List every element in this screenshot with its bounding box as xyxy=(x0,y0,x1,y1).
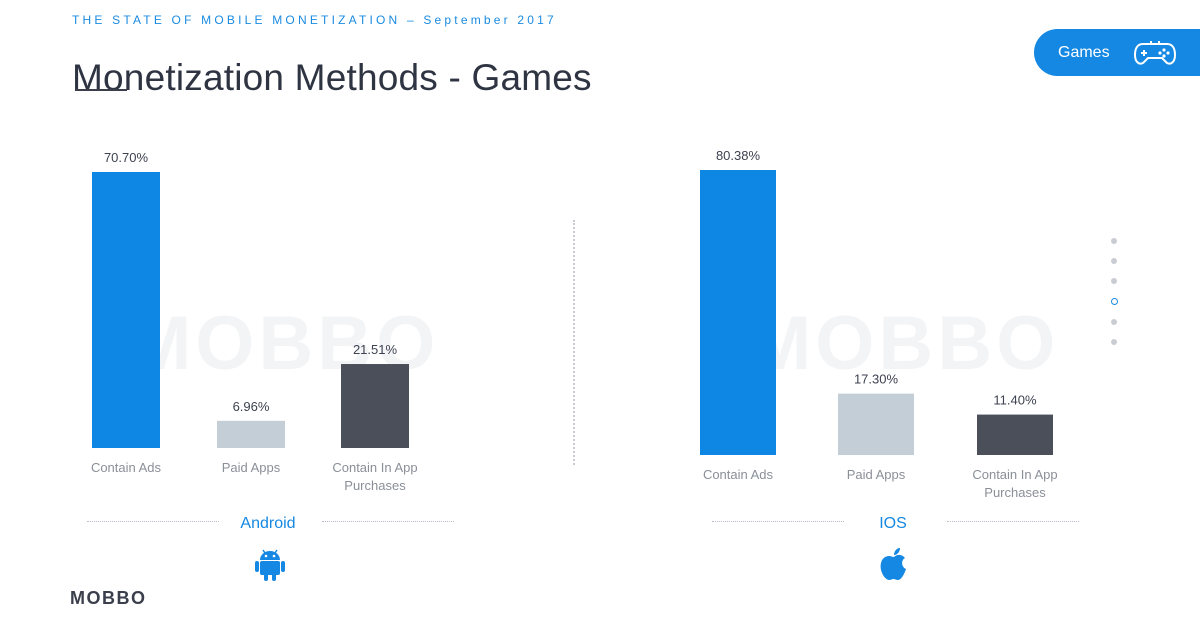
center-divider xyxy=(573,220,575,465)
slide-dot[interactable] xyxy=(1111,238,1117,244)
android-value-label-paid: 6.96% xyxy=(233,399,270,414)
gamepad-icon xyxy=(1133,39,1177,72)
apple-icon xyxy=(878,546,910,587)
report-kicker: THE STATE OF MOBILE MONETIZATION – Septe… xyxy=(72,13,557,27)
footer-logo: MOBBO xyxy=(70,588,147,608)
slide-dot[interactable] xyxy=(1111,258,1117,264)
ios-category-label-iap: Contain In App Purchases xyxy=(972,467,1057,500)
slide-dot[interactable] xyxy=(1111,298,1118,305)
slide-dot-nav xyxy=(1111,238,1118,359)
ios-value-label-ads: 80.38% xyxy=(716,148,761,163)
android-rule-right xyxy=(322,521,454,522)
slide-dot[interactable] xyxy=(1111,339,1117,345)
android-value-label-iap: 21.51% xyxy=(353,342,398,357)
category-pill-label: Games xyxy=(1058,44,1110,61)
category-pill-games[interactable]: Games xyxy=(1034,29,1200,76)
android-value-label-ads: 70.70% xyxy=(104,150,149,165)
ios-bar-paid xyxy=(838,393,914,455)
ios-value-label-paid: 17.30% xyxy=(854,372,899,387)
title-underline xyxy=(75,89,127,91)
ios-bar-iap xyxy=(977,414,1053,455)
ios-rule-right xyxy=(947,521,1079,522)
android-category-label-ads: Contain Ads xyxy=(91,460,162,475)
android-rule-left xyxy=(87,521,219,522)
slide-dot[interactable] xyxy=(1111,319,1117,325)
ios-category-label-ads: Contain Ads xyxy=(703,467,774,482)
android-bar-iap xyxy=(341,364,409,448)
ios-rule-left xyxy=(712,521,844,522)
slide-dot[interactable] xyxy=(1111,278,1117,284)
android-bar-paid xyxy=(217,420,285,448)
ios-platform-label: IOS xyxy=(879,515,907,532)
ios-value-label-iap: 11.40% xyxy=(993,393,1037,408)
ios-category-label-paid: Paid Apps xyxy=(847,467,906,482)
android-category-label-paid: Paid Apps xyxy=(222,460,281,475)
android-bar-ads xyxy=(92,172,160,448)
ios-bar-ads xyxy=(700,170,776,455)
android-platform-label: Android xyxy=(240,515,296,532)
watermark-ios: MOBBO xyxy=(748,301,1060,386)
android-category-label-iap: Contain In App Purchases xyxy=(332,460,417,493)
android-icon xyxy=(254,546,286,587)
page-title: Monetization Methods - Games xyxy=(72,56,592,98)
